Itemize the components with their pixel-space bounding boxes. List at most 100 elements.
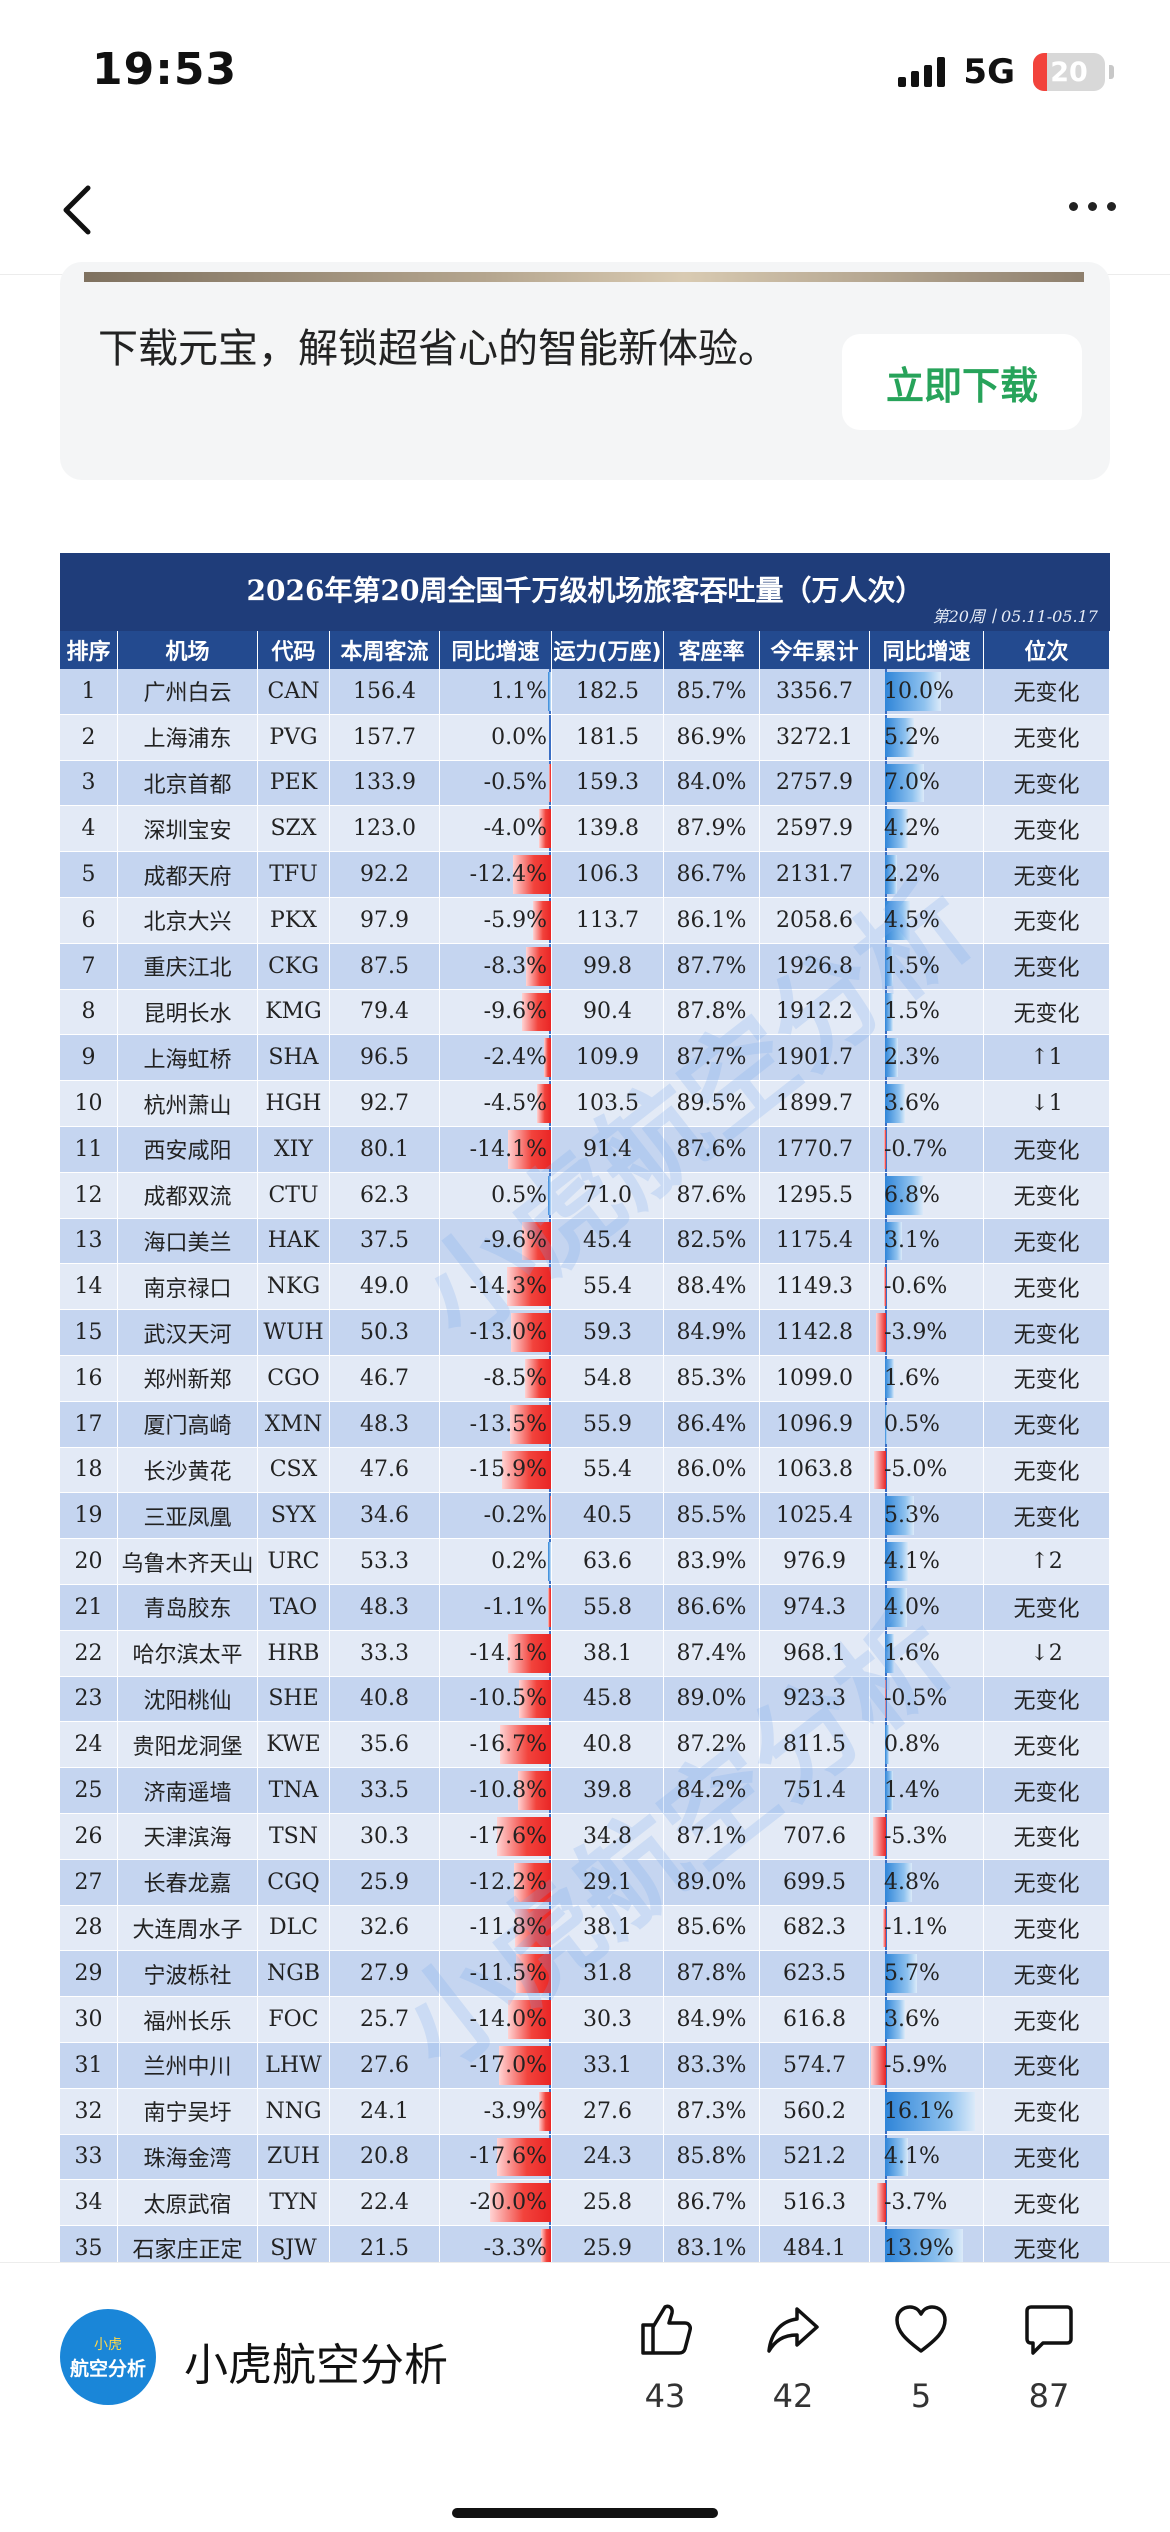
share-button[interactable]: 42: [748, 2299, 838, 2415]
cell-value: 516.3: [783, 2190, 846, 2216]
table-cell: 32.6: [330, 1905, 440, 1951]
table-cell: 乌鲁木齐天山: [118, 1539, 258, 1584]
table-cell: -13.5%: [440, 1401, 552, 1447]
cell-value: 48.3: [360, 1411, 409, 1437]
chevron-left-icon[interactable]: [50, 180, 110, 240]
table-cell: 63.6: [552, 1539, 664, 1584]
table-cell: 2: [60, 714, 118, 760]
table-cell: 85.5%: [664, 1493, 760, 1539]
airport-traffic-table-image[interactable]: 2026年第20周全国千万级机场旅客吞吐量（万人次） 第20周丨05.11-05…: [60, 553, 1110, 2263]
cell-value: 哈尔滨太平: [132, 1643, 243, 1669]
cell-value: 3.6%: [884, 2007, 940, 2032]
cell-value: 无变化: [1013, 1780, 1080, 1806]
table-cell: 重庆江北: [118, 943, 258, 989]
download-button[interactable]: 立即下载: [842, 334, 1082, 430]
table-cell: -16.7%: [440, 1722, 552, 1768]
table-cell: -0.5%: [440, 760, 552, 806]
growth-bar-negative: [543, 1038, 551, 1078]
cell-value: 99.8: [583, 953, 632, 979]
table-cell: 9: [60, 1035, 118, 1081]
ytd-growth-bar-positive: [884, 1633, 894, 1673]
table-cell: -9.6%: [440, 1218, 552, 1264]
like-button[interactable]: 43: [620, 2299, 710, 2415]
table-cell: 50.3: [330, 1310, 440, 1355]
table-cell: 12: [60, 1172, 118, 1218]
cell-value: 无变化: [1013, 2238, 1080, 2263]
ytd-growth-bar-negative: [873, 1450, 886, 1490]
cell-value: 45.8: [583, 1686, 632, 1712]
table-cell: 87.7%: [664, 943, 760, 989]
table-cell: 5.3%: [870, 1493, 984, 1539]
cell-value: ↑1: [1030, 1045, 1063, 1071]
table-cell: 无变化: [984, 2180, 1110, 2226]
cell-value: 北京首都: [143, 772, 232, 798]
cell-value: NGB: [267, 1961, 320, 1987]
cell-value: 4.0%: [884, 1594, 940, 1620]
table-cell: 1.6%: [870, 1355, 984, 1401]
table-cell: 16.1%: [870, 2088, 984, 2134]
comment-button[interactable]: 87: [1004, 2299, 1094, 2415]
cell-value: 84.2%: [676, 1778, 747, 1804]
table-cell: SHA: [258, 1035, 330, 1081]
table-cell: 35: [60, 2226, 118, 2263]
table-cell: 59.3: [552, 1310, 664, 1355]
cell-value: 无变化: [1013, 1414, 1080, 1440]
more-dots-icon[interactable]: [1069, 202, 1116, 211]
growth-bar-negative: [549, 763, 551, 803]
table-row: 9 上海虹桥 SHA 96.5 -2.4% 109.9 87.7% 1901.7 2.3% ↑1: [60, 1035, 1110, 1082]
cell-value: PVG: [269, 724, 318, 750]
table-cell: 贵阳龙洞堡: [118, 1722, 258, 1768]
table-cell: 厦门高崎: [118, 1401, 258, 1447]
table-cell: 699.5: [760, 1859, 870, 1905]
column-header: 代码: [258, 631, 330, 669]
cell-value: 707.6: [783, 1823, 846, 1849]
cell-value: 24.3: [583, 2144, 632, 2170]
table-cell: 87.8%: [664, 1951, 760, 1997]
author-name[interactable]: 小虎航空分析: [184, 2340, 448, 2391]
ad-card[interactable]: 下载元宝，解锁超省心的智能新体验。 立即下载: [60, 262, 1110, 480]
table-cell: 86.7%: [664, 2180, 760, 2226]
cell-value: 521.2: [783, 2144, 846, 2170]
table-cell: 89.5%: [664, 1081, 760, 1126]
cell-value: -3.7%: [884, 2190, 948, 2216]
table-cell: ↑2: [984, 1539, 1110, 1584]
author-avatar[interactable]: 小虎 航空分析: [60, 2309, 156, 2405]
table-row: 21 青岛胶东 TAO 48.3 -1.1% 55.8 86.6% 974.3 4.0% 无变化: [60, 1584, 1110, 1631]
table-cell: 80.1: [330, 1126, 440, 1172]
avatar-main-text: 航空分析: [69, 2357, 146, 2380]
table-cell: 22: [60, 1630, 118, 1676]
cell-value: 560.2: [783, 2098, 846, 2124]
table-cell: 无变化: [984, 989, 1110, 1035]
cell-value: 6: [81, 907, 96, 933]
cell-value: -17.6%: [469, 1823, 547, 1849]
cell-value: 1912.2: [776, 999, 853, 1025]
ytd-growth-bar-positive: [884, 2091, 976, 2131]
table-row: 13 海口美兰 HAK 37.5 -9.6% 45.4 82.5% 1175.4 3.1% 无变化: [60, 1218, 1110, 1265]
table-cell: 84.9%: [664, 1997, 760, 2042]
ytd-growth-bar-positive: [884, 1175, 923, 1215]
cell-value: 成都天府: [143, 864, 232, 890]
cell-value: 无变化: [1013, 727, 1080, 753]
table-cell: -5.9%: [440, 897, 552, 943]
column-header: 同比增速: [870, 631, 984, 669]
cell-value: 1175.4: [776, 1228, 853, 1254]
cell-value: CTU: [268, 1182, 319, 1208]
table-row: 35 石家庄正定 SJW 21.5 -3.3% 25.9 83.1% 484.1 13.9% 无变…: [60, 2226, 1110, 2263]
ytd-growth-bar-positive: [884, 1954, 917, 1994]
cell-value: 1926.8: [776, 953, 853, 979]
growth-bar-positive: [547, 1542, 551, 1581]
growth-bar-negative: [507, 1129, 551, 1169]
cell-value: 0.5%: [884, 1411, 940, 1437]
table-cell: 济南遥墙: [118, 1768, 258, 1813]
table-cell: 87.2%: [664, 1722, 760, 1768]
cell-value: 83.3%: [676, 2052, 747, 2078]
cell-value: 3.6%: [884, 1091, 940, 1117]
favorite-button[interactable]: 5: [876, 2299, 966, 2415]
table-cell: 1926.8: [760, 943, 870, 989]
table-cell: 91.4: [552, 1126, 664, 1172]
cell-value: -12.2%: [469, 1869, 547, 1895]
table-cell: 24.3: [552, 2134, 664, 2180]
table-cell: 1.5%: [870, 989, 984, 1035]
cell-value: HGH: [265, 1091, 322, 1117]
cell-value: 133.9: [353, 770, 416, 796]
